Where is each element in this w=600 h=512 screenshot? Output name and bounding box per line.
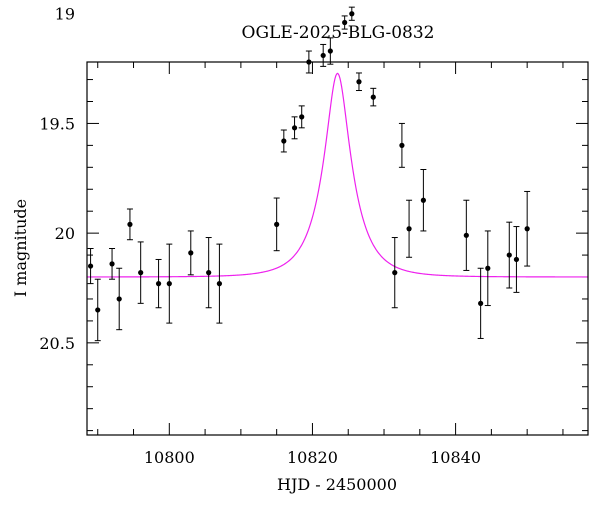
x-tick-label: 10820 <box>287 448 338 467</box>
data-point <box>370 94 376 100</box>
axis-ticks <box>87 62 588 435</box>
data-point <box>138 270 144 276</box>
data-point <box>420 197 426 203</box>
data-point <box>188 250 194 256</box>
x-tick-label: 10840 <box>430 448 481 467</box>
data-point <box>485 265 491 271</box>
data-point <box>206 270 212 276</box>
data-point <box>342 19 348 26</box>
data-point <box>478 300 484 306</box>
data-point <box>299 114 305 120</box>
y-axis-title: I magnitude <box>11 199 30 297</box>
y-tick-label: 19 <box>55 5 75 24</box>
data-point <box>166 281 172 287</box>
data-point <box>392 270 398 276</box>
data-point <box>95 307 101 313</box>
data-point <box>320 52 326 59</box>
data-point <box>291 125 298 131</box>
y-tick-labels: 19 19.5 20 20.5 <box>39 5 75 353</box>
data-point <box>463 232 469 238</box>
plot-frame <box>86 61 589 436</box>
data-point <box>327 48 333 54</box>
data-point <box>513 256 520 263</box>
data-points <box>87 11 530 313</box>
data-point <box>274 221 280 227</box>
data-point <box>109 261 115 267</box>
data-point <box>399 142 405 148</box>
y-tick-label: 20.5 <box>39 334 75 353</box>
chart-title: OGLE-2025-BLG-0832 <box>242 23 435 43</box>
data-point <box>524 226 530 232</box>
data-point <box>281 138 287 144</box>
data-point <box>356 79 362 85</box>
x-axis-title: HJD - 2450000 <box>277 475 397 494</box>
data-point <box>506 252 512 258</box>
data-point <box>87 263 94 269</box>
x-tick-label: 10800 <box>144 448 195 467</box>
data-point <box>116 296 122 302</box>
y-tick-label: 20 <box>55 224 75 243</box>
data-point <box>216 281 223 287</box>
data-point <box>349 11 355 17</box>
data-point <box>406 226 412 232</box>
model-curve <box>87 72 588 278</box>
data-point <box>155 281 162 287</box>
data-point <box>127 221 133 227</box>
y-tick-label: 19.5 <box>39 114 75 133</box>
error-bars <box>87 6 531 342</box>
x-tick-labels: 10800 10820 10840 <box>144 448 481 467</box>
